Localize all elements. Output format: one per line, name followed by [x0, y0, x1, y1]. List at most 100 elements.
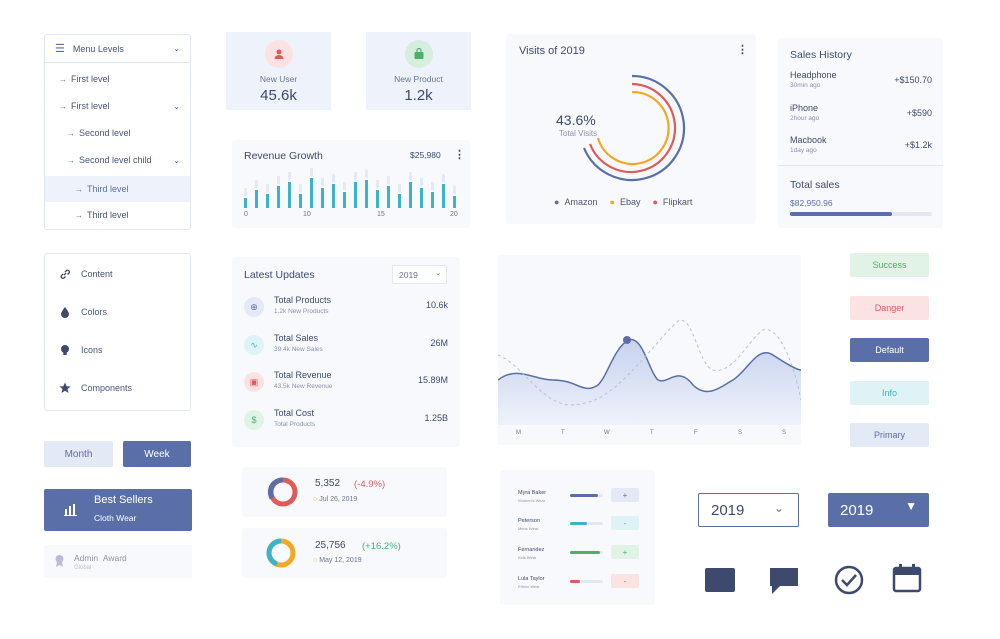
arrow-right-icon: →	[67, 128, 75, 138]
nav-item-label: Icons	[81, 345, 103, 355]
visits-card: Visits of 2019 ⋮ 43.6% Total Visits ● Am…	[506, 34, 756, 224]
revenue-bar-bg	[277, 176, 280, 184]
update-sub: 43.5k New Revenue	[274, 383, 333, 390]
arrow-right-icon: →	[59, 74, 67, 84]
revenue-bar	[244, 198, 247, 208]
menu-header[interactable]: ☰ Menu Levels ⌄	[45, 35, 190, 63]
menu-item-second-level-child[interactable]: → Second level child ⌄	[45, 147, 190, 173]
update-value: 1.25B	[424, 413, 448, 423]
content-nav-panel: Content Colors Icons Components	[44, 253, 191, 411]
check-circle-icon[interactable]	[834, 565, 864, 595]
nav-item-components[interactable]: Components	[59, 382, 132, 394]
nav-item-content[interactable]: Content	[59, 268, 113, 280]
person-row: Peterson Mens Wear -	[508, 516, 648, 540]
more-options-icon[interactable]: ⋮	[737, 44, 748, 56]
month-toggle-button[interactable]: Month	[44, 441, 113, 467]
day-label: S	[782, 430, 787, 436]
legend-label: Flipkart	[662, 197, 693, 207]
card-icon[interactable]	[705, 568, 735, 592]
person-row: Fernandez Kids Wear +	[508, 545, 648, 569]
add-button[interactable]: +	[611, 488, 639, 502]
chevron-down-icon: ⌄	[173, 44, 180, 53]
legend-dot-icon: ●	[609, 197, 615, 207]
update-row-products: ⊕ Total Products 1.2k New Products 10.6k	[244, 295, 448, 325]
nav-item-colors[interactable]: Colors	[59, 306, 107, 318]
year-dropdown-outline[interactable]: 2019 ⌄	[698, 493, 799, 527]
dot-icon: ○	[313, 496, 318, 503]
revenue-bar-bg	[266, 184, 269, 192]
person-progress-fill	[570, 522, 587, 525]
revenue-bar-bg	[453, 186, 456, 194]
chevron-down-icon: ⌄	[173, 101, 180, 111]
remove-button[interactable]: -	[611, 516, 639, 530]
revenue-bar-bg	[376, 180, 379, 188]
revenue-title: Revenue Growth	[244, 150, 323, 162]
revenue-bar	[288, 182, 291, 208]
revenue-bar-bg	[310, 168, 313, 176]
bar-chart-icon	[64, 504, 77, 516]
person-progress	[570, 494, 603, 497]
remove-button[interactable]: -	[611, 574, 639, 588]
update-sub: Total Products	[274, 421, 316, 428]
donut-stat-card-2: 25,756 (+16.2%) ○ May 12, 2019	[242, 528, 447, 578]
person-role: Kids Wear	[518, 555, 537, 560]
arrow-right-icon: →	[75, 210, 83, 220]
revenue-tick-20: 20	[450, 211, 458, 218]
legend-dot-icon: ●	[554, 197, 560, 207]
revenue-bar-bg	[244, 188, 247, 196]
sales-item-amount: +$150.70	[894, 75, 932, 85]
menu-item-third-level-active[interactable]: → Third level	[45, 176, 190, 202]
year-dropdown-filled[interactable]: 2019 ▼	[828, 493, 929, 527]
update-value: 26M	[430, 338, 448, 348]
success-button[interactable]: Success	[850, 253, 929, 277]
update-row-cost: $ Total Cost Total Products 1.25B	[244, 408, 448, 438]
menu-item-label: Second level child	[79, 155, 152, 165]
update-value: 10.6k	[425, 300, 448, 310]
credit-card-icon: ▣	[244, 372, 264, 392]
year-select[interactable]: 2019 ⌄	[392, 265, 447, 284]
sales-row: iPhone 2hour ago +$590	[790, 103, 932, 122]
best-sellers-card[interactable]: Best Sellers Cloth Wear	[44, 489, 192, 531]
menu-item-third-level[interactable]: → Third level	[45, 202, 190, 228]
total-sales-value: $82,950.96	[790, 198, 833, 208]
more-options-icon[interactable]: ⋮	[454, 149, 465, 161]
person-progress	[570, 580, 603, 583]
year-dropdown-value: 2019	[711, 501, 745, 519]
update-sub: 39.4k New Sales	[274, 346, 323, 353]
revenue-bar	[376, 190, 379, 208]
stat-label: New Product	[394, 74, 443, 84]
revenue-bar-bg	[365, 170, 368, 178]
donut-mini-chart	[267, 477, 298, 507]
chevron-down-icon: ▼	[905, 499, 917, 513]
revenue-bar-bg	[431, 182, 434, 190]
menu-item-first-level[interactable]: → First level	[45, 66, 190, 92]
chevron-down-icon: ⌄	[173, 155, 180, 165]
info-button[interactable]: Info	[850, 381, 929, 405]
drop-icon	[61, 307, 69, 318]
nav-item-label: Components	[81, 383, 133, 393]
update-row-sales: ∿ Total Sales 39.4k New Sales 26M	[244, 333, 448, 363]
nav-item-label: Content	[81, 269, 113, 279]
menu-item-first-level-expandable[interactable]: → First level ⌄	[45, 93, 190, 119]
nav-item-icons[interactable]: Icons	[59, 344, 103, 356]
primary-button[interactable]: Primary	[850, 423, 929, 447]
chat-icon[interactable]	[768, 566, 800, 596]
legend-label: Ebay	[619, 197, 641, 207]
person-row: Lula Taylor Ethnic Wear -	[508, 574, 648, 598]
update-title: Total Revenue	[274, 370, 332, 380]
calendar-icon[interactable]	[892, 563, 922, 593]
revenue-bar-bg	[255, 180, 258, 188]
peak-point[interactable]	[623, 336, 631, 344]
revenue-bar	[277, 186, 280, 208]
revenue-bar	[453, 196, 456, 208]
add-button[interactable]: +	[611, 545, 639, 559]
danger-button[interactable]: Danger	[850, 296, 929, 320]
menu-item-second-level[interactable]: → Second level	[45, 120, 190, 146]
person-role: Ethnic Wear	[518, 584, 540, 589]
revenue-amount: $25,980	[410, 150, 441, 160]
sales-item-name: Macbook	[790, 135, 827, 145]
week-toggle-button[interactable]: Week	[123, 441, 191, 467]
admin-award-card[interactable]: Admin Award Global	[44, 545, 192, 578]
stat-label: New User	[259, 74, 298, 84]
default-button[interactable]: Default	[850, 338, 929, 362]
